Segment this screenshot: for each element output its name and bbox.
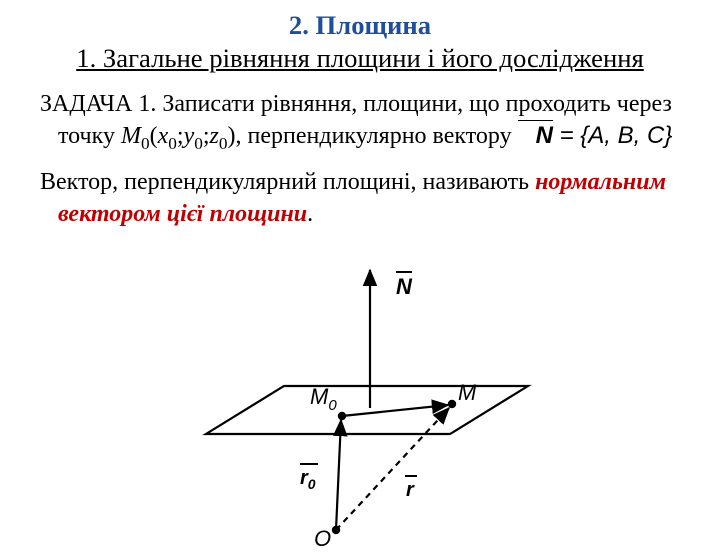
- vector-r0-line: [336, 420, 341, 530]
- problem-text-2b: , перпендикулярно вектору: [236, 123, 518, 149]
- point-M: M: [121, 123, 141, 149]
- sep2: ;: [203, 123, 210, 149]
- point-M0: [338, 412, 346, 420]
- arg-y-sub: 0: [194, 134, 203, 153]
- defn-text-1: Вектор, перпендикулярний площині, назива…: [40, 169, 535, 195]
- definition: Вектор, перпендикулярний площині, назива…: [40, 166, 680, 231]
- problem-text-2a: точку: [58, 123, 121, 149]
- arg-x: x: [158, 123, 169, 149]
- point-M-sub: 0: [141, 134, 150, 153]
- vector-N-letter: N: [536, 122, 553, 149]
- plane-diagram: N M0 M O r0 r: [150, 248, 570, 548]
- arg-z: z: [210, 123, 219, 149]
- plane-shape: [206, 386, 528, 434]
- point-O: [332, 526, 340, 534]
- args-close: ): [228, 123, 236, 149]
- eq-rhs: {A, B, C}: [580, 122, 672, 149]
- vector-m0m-line: [342, 405, 448, 416]
- arg-y: y: [184, 123, 195, 149]
- problem-statement: ЗАДАЧА 1. Записати рівняння, площини, що…: [40, 88, 680, 156]
- label-M0: M0: [310, 384, 337, 414]
- arg-x-sub: 0: [168, 134, 177, 153]
- defn-term-1: нормальним: [535, 169, 666, 195]
- problem-text-1: ЗАДАЧА 1. Записати рівняння, площини, що…: [40, 91, 672, 117]
- args-open: (: [150, 123, 158, 149]
- chapter-title: 2. Площина: [40, 10, 680, 41]
- label-N: N: [396, 274, 413, 299]
- point-M: [448, 400, 456, 408]
- label-r: r: [406, 479, 415, 501]
- sep1: ;: [177, 123, 184, 149]
- label-O: O: [314, 526, 331, 548]
- section-title: 1. Загальне рівняння площини і його досл…: [40, 43, 680, 74]
- defn-period: .: [307, 201, 313, 227]
- arg-z-sub: 0: [219, 134, 228, 153]
- vector-r-line: [336, 408, 449, 530]
- label-M: M: [458, 380, 477, 405]
- eq-equals: =: [553, 122, 580, 149]
- label-r0: r0: [300, 467, 316, 492]
- defn-term-2: вектором цієї площини: [58, 201, 307, 227]
- diagram-container: N M0 M O r0 r: [40, 248, 680, 553]
- vector-N: N: [518, 120, 553, 152]
